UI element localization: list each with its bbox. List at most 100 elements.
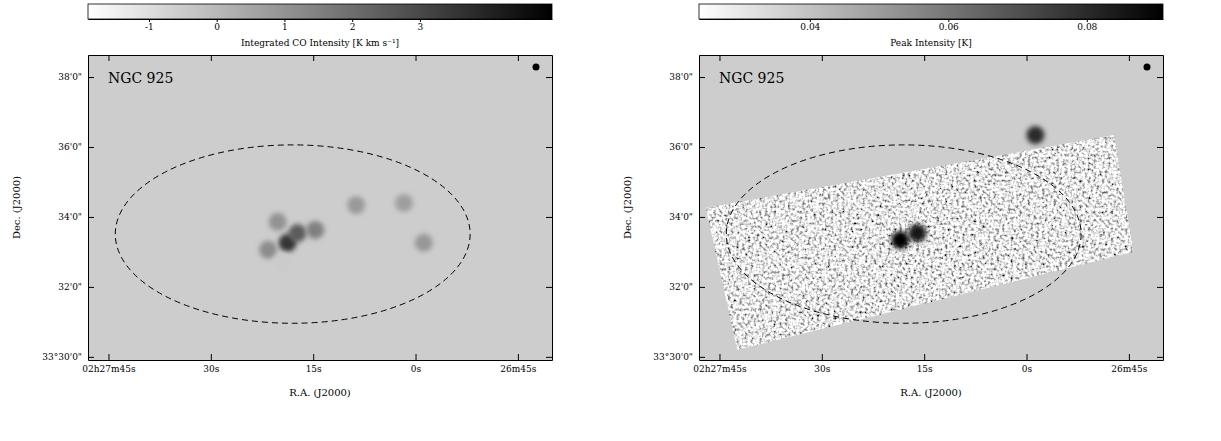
emission (395, 194, 413, 212)
tick-mark (88, 77, 94, 78)
tick (1027, 55, 1028, 61)
tick: 26m45s (500, 354, 536, 374)
y-axis-title: Dec. (J2000) (11, 176, 22, 239)
tick: 33°30'0" (42, 352, 94, 362)
tick-label: 0.04 (800, 22, 820, 32)
emission (415, 234, 433, 252)
tick-label: 38'0" (58, 72, 82, 82)
tick-mark (699, 147, 705, 148)
tick-mark (699, 217, 705, 218)
tick: 1 (282, 19, 288, 32)
tick (719, 55, 720, 61)
tick-mark (699, 77, 705, 78)
tick-mark (822, 55, 823, 61)
tick: 26m45s (1111, 354, 1147, 374)
emission (1026, 126, 1044, 144)
tick: 38'0" (58, 72, 94, 82)
tick-label: 0s (411, 364, 422, 374)
axis: 02h27m45s30s15s0s26m45s (82, 354, 552, 374)
tick-mark (1027, 354, 1028, 360)
tick (518, 55, 519, 61)
axis-line (700, 360, 1164, 361)
x-axis-title: R.A. (J2000) (900, 387, 962, 398)
tick-label: 32'0" (58, 282, 82, 292)
tick: 36'0" (669, 142, 705, 152)
emission (908, 224, 926, 242)
tick-mark (546, 217, 552, 218)
emission (288, 224, 306, 242)
tick-label: 0s (1022, 364, 1033, 374)
colorbar-axis-line (700, 19, 1164, 20)
tick-mark (211, 354, 212, 360)
figure: 02h27m45s30s15s0s26m45s33°30'0"32'0"34'0… (0, 0, 1221, 441)
axis (89, 55, 553, 61)
tick: 0 (214, 19, 220, 32)
tick (546, 217, 552, 218)
tick-label: 1 (282, 22, 288, 32)
panel: 02h27m45s30s15s0s26m45s33°30'0"32'0"34'0… (622, 4, 1164, 398)
tick-mark (1027, 55, 1028, 61)
galaxy-ellipse (115, 145, 470, 323)
tick-mark (1129, 55, 1130, 61)
tick-mark (546, 357, 552, 358)
tick: 02h27m45s (693, 354, 747, 374)
tick (546, 147, 552, 148)
tick-mark (924, 55, 925, 61)
tick-mark (88, 357, 94, 358)
chart-title: NGC 925 (719, 70, 784, 86)
tick: 2 (350, 19, 356, 32)
plot-background (699, 55, 1163, 360)
plot-background (88, 55, 552, 360)
tick-label: 33°30'0" (42, 352, 82, 362)
tick-mark (1157, 77, 1163, 78)
colorbar-title: Peak Intensity [K] (890, 38, 972, 48)
tick: 0s (411, 354, 422, 374)
tick: 33°30'0" (653, 352, 705, 362)
tick-mark (699, 357, 705, 358)
y-axis-title: Dec. (J2000) (622, 176, 633, 239)
tick-mark (924, 354, 925, 360)
tick (1157, 77, 1163, 78)
tick-mark (1157, 287, 1163, 288)
tick-label: 33°30'0" (653, 352, 693, 362)
tick: 30s (203, 354, 219, 374)
beam (1144, 64, 1151, 71)
tick (822, 55, 823, 61)
axis (700, 55, 1164, 61)
tick: 0.04 (800, 19, 820, 32)
tick-label: 36'0" (58, 142, 82, 152)
tick-label: 2 (350, 22, 356, 32)
emission (273, 253, 291, 271)
tick-label: 02h27m45s (693, 364, 747, 374)
axis-line (1163, 56, 1164, 361)
tick-label: 32'0" (669, 282, 693, 292)
tick-mark (546, 77, 552, 78)
tick: 0s (1022, 354, 1033, 374)
tick: 34'0" (669, 212, 705, 222)
tick (108, 55, 109, 61)
tick (313, 55, 314, 61)
tick: 0.08 (1077, 19, 1097, 32)
tick (1157, 217, 1163, 218)
axis-line (89, 55, 553, 56)
tick (1129, 55, 1130, 61)
tick-mark (719, 354, 720, 360)
axis: 33°30'0"32'0"34'0"36'0"38'0" (42, 56, 94, 363)
tick-mark (518, 55, 519, 61)
axis-line (89, 360, 553, 361)
tick: -1 (145, 19, 154, 32)
emission (891, 231, 909, 249)
colorbar-axis: -1 0 1 2 3 (89, 19, 553, 32)
tick-label: 02h27m45s (82, 364, 136, 374)
tick-mark (88, 217, 94, 218)
colorbar (699, 4, 1163, 19)
tick-mark (108, 55, 109, 61)
tick-label: 3 (418, 22, 424, 32)
beam (533, 64, 540, 71)
emission (259, 241, 277, 259)
tick (1157, 287, 1163, 288)
tick: 0.06 (939, 19, 959, 32)
tick (211, 55, 212, 61)
tick-mark (108, 354, 109, 360)
axis (1157, 56, 1164, 361)
